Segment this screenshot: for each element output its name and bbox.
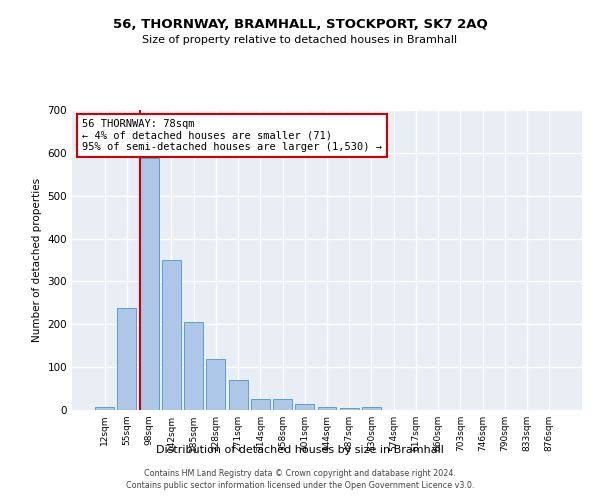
Text: Size of property relative to detached houses in Bramhall: Size of property relative to detached ho… <box>142 35 458 45</box>
Text: Contains HM Land Registry data © Crown copyright and database right 2024.
Contai: Contains HM Land Registry data © Crown c… <box>126 468 474 490</box>
Bar <box>273 399 292 410</box>
Bar <box>184 322 203 410</box>
Text: 56, THORNWAY, BRAMHALL, STOCKPORT, SK7 2AQ: 56, THORNWAY, BRAMHALL, STOCKPORT, SK7 2… <box>113 18 487 30</box>
Bar <box>295 404 314 410</box>
Bar <box>206 360 225 410</box>
Bar <box>362 407 381 410</box>
Bar <box>140 158 158 410</box>
Bar <box>95 407 114 410</box>
Bar <box>340 408 359 410</box>
Bar <box>229 380 248 410</box>
Bar <box>317 406 337 410</box>
Text: 56 THORNWAY: 78sqm
← 4% of detached houses are smaller (71)
95% of semi-detached: 56 THORNWAY: 78sqm ← 4% of detached hous… <box>82 119 382 152</box>
Y-axis label: Number of detached properties: Number of detached properties <box>32 178 42 342</box>
Text: Distribution of detached houses by size in Bramhall: Distribution of detached houses by size … <box>156 445 444 455</box>
Bar <box>162 260 181 410</box>
Bar <box>251 399 270 410</box>
Bar <box>118 308 136 410</box>
